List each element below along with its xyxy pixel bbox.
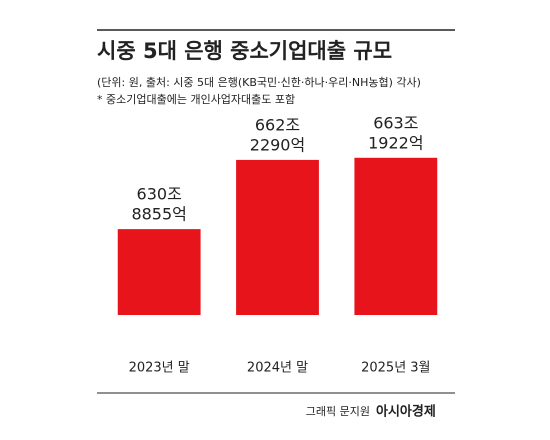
x-tick-label: 2025년 3월 [361, 361, 430, 376]
bar [354, 157, 438, 315]
note: * 중소기업대출에는 개인사업자대출도 포함 [97, 93, 295, 106]
bar [236, 159, 319, 315]
credit: 그래픽 문지원 [306, 405, 370, 418]
value-label: 630조 [137, 185, 182, 204]
bar [117, 229, 201, 315]
x-tick-label: 2024년 말 [247, 361, 308, 376]
x-tick-label: 2023년 말 [129, 361, 190, 376]
subtitle: (단위: 원, 출처: 시중 5대 은행(KB국민·신한·하나·우리·NH농협)… [97, 75, 421, 89]
value-label: 8855억 [131, 205, 186, 224]
brand: 아시아경제 [376, 404, 436, 420]
value-label: 1922억 [368, 133, 423, 152]
value-label: 663조 [373, 113, 418, 132]
value-label: 662조 [255, 115, 300, 134]
chart-title: 시중 5대 은행 중소기업대출 규모 [97, 39, 392, 63]
value-label: 2290억 [250, 135, 305, 154]
